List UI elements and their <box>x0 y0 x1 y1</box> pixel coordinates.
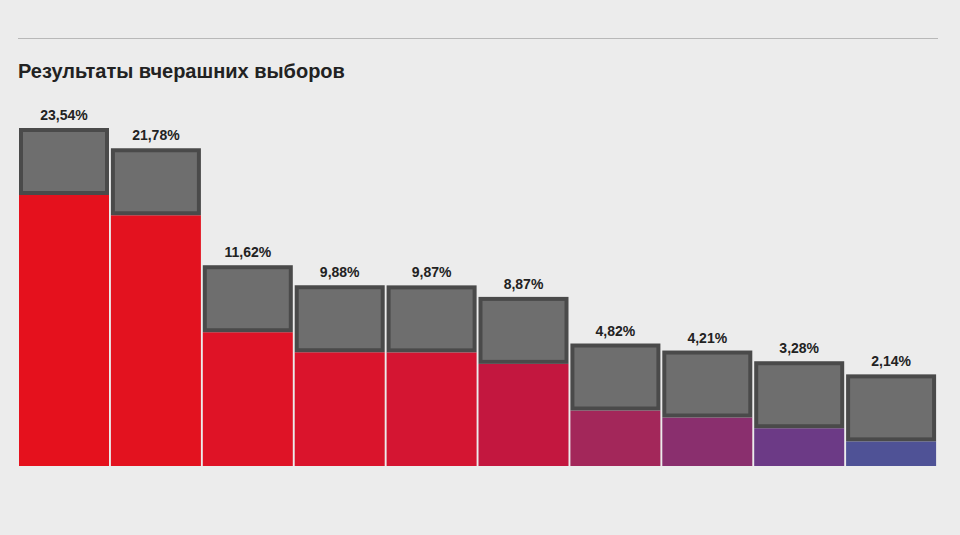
svg-text:11,62%: 11,62% <box>224 244 271 260</box>
svg-text:21,78%: 21,78% <box>132 127 180 143</box>
svg-text:4,82%: 4,82% <box>596 323 636 339</box>
svg-text:9,88%: 9,88% <box>320 264 360 280</box>
svg-text:3,28%: 3,28% <box>779 340 819 356</box>
html-text:Результаты вчерашних выборов: Результаты вчерашних выборов <box>18 60 345 82</box>
svg-text:23,54%: 23,54% <box>40 107 88 123</box>
svg-text:9,87%: 9,87% <box>412 264 452 280</box>
svg-text:8,87%: 8,87% <box>504 276 544 292</box>
svg-text:2,14%: 2,14% <box>871 353 911 369</box>
svg-text:4,21%: 4,21% <box>687 330 727 346</box>
